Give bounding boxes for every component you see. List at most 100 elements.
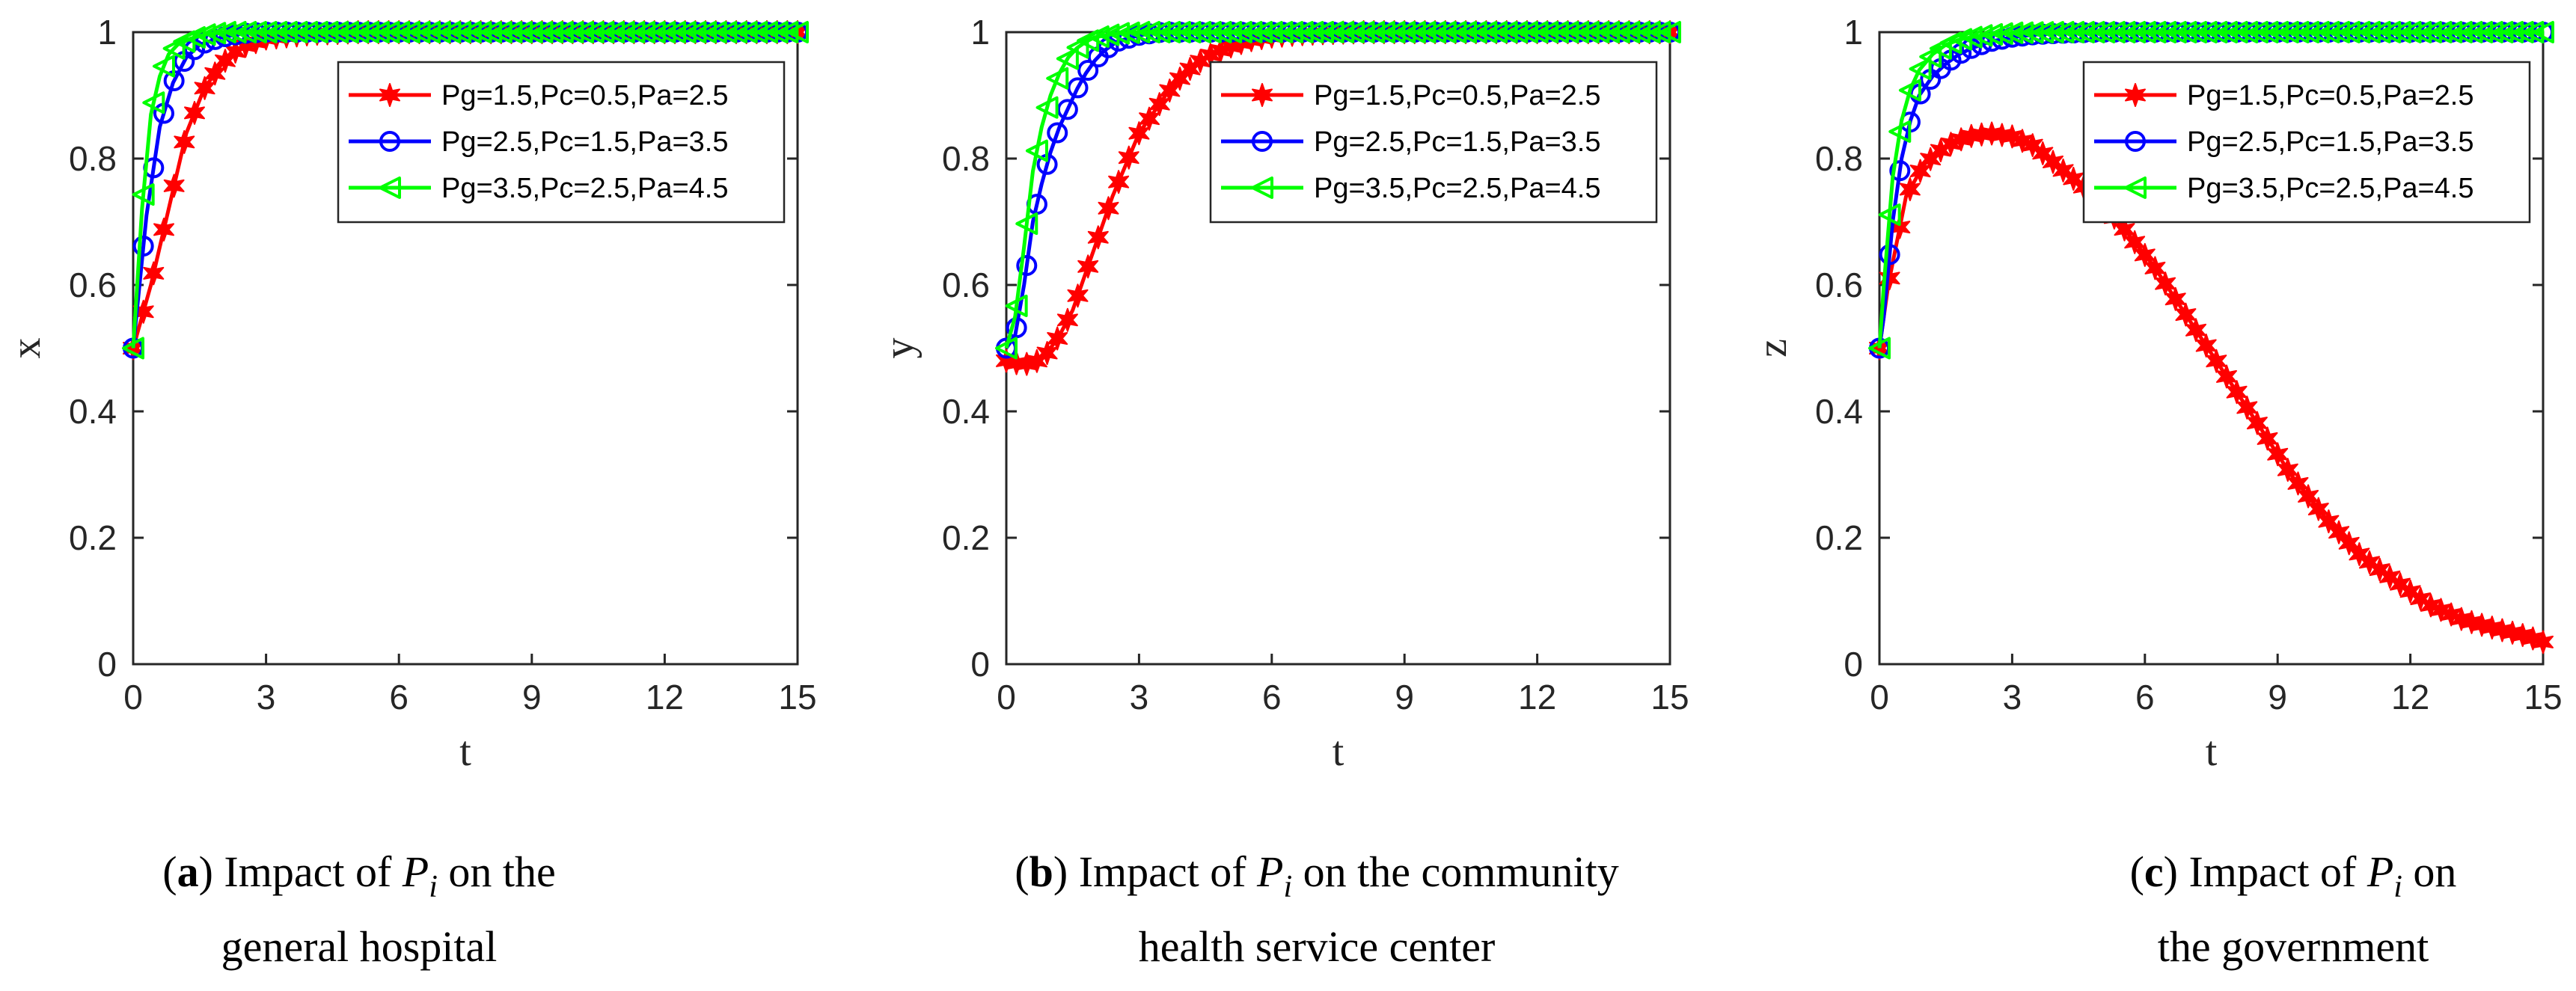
legend: Pg=1.5,Pc=0.5,Pa=2.5 Pg=2.5,Pc=1.5,Pa=3.5… xyxy=(337,61,786,224)
data-point xyxy=(1047,326,1068,351)
x-axis-title: t xyxy=(459,728,471,775)
x-tick-label: 15 xyxy=(778,678,816,717)
data-point xyxy=(143,261,165,286)
y-tick-label: 0.2 xyxy=(1815,518,1863,557)
x-axis-title: t xyxy=(2206,728,2218,775)
data-point xyxy=(1077,254,1099,279)
y-tick-label: 0 xyxy=(97,645,117,684)
x-tick-label: 6 xyxy=(389,678,409,717)
data-point xyxy=(1899,177,1921,201)
x-tick-label: 3 xyxy=(2003,678,2022,717)
legend-marker xyxy=(379,177,401,199)
data-point xyxy=(2206,349,2227,373)
y-tick-label: 0.4 xyxy=(1815,392,1863,431)
x-tick-label: 12 xyxy=(646,678,684,717)
data-point xyxy=(2226,380,2248,405)
y-axis-title: y xyxy=(876,338,923,359)
data-point xyxy=(1077,60,1099,82)
caption-line-2: health service center xyxy=(1139,922,1496,971)
legend: Pg=1.5,Pc=0.5,Pa=2.5 Pg=2.5,Pc=1.5,Pa=3.5… xyxy=(2082,61,2531,224)
data-point xyxy=(2533,630,2554,654)
x-tick-label: 12 xyxy=(1518,678,1556,717)
y-axis-title: z xyxy=(1749,339,1796,358)
chart-panel-3: 0 3 6 9 12 15 0 0.2 0.4 0.6 0.8 1 t z Pg=1.5,Pc=0.5,Pa… xyxy=(1749,13,2563,971)
x-tick-label: 12 xyxy=(2391,678,2429,717)
legend-marker xyxy=(2125,83,2146,107)
legend-label: Pg=2.5,Pc=1.5,Pa=3.5 xyxy=(441,126,728,158)
data-point xyxy=(163,174,185,198)
data-point xyxy=(1888,120,1912,143)
data-point xyxy=(786,21,809,43)
data-point xyxy=(1879,244,1900,266)
legend-label: Pg=1.5,Pc=0.5,Pa=2.5 xyxy=(441,80,728,111)
data-point xyxy=(1035,96,1059,119)
data-point xyxy=(2277,458,2298,482)
data-point xyxy=(2379,565,2401,589)
caption-line-1: (b) Impact of Pi on the community xyxy=(1015,847,1618,904)
caption-line-2: general hospital xyxy=(221,922,498,971)
legend-label: Pg=3.5,Pc=2.5,Pa=4.5 xyxy=(2187,173,2473,204)
data-point xyxy=(1107,22,1131,45)
data-point xyxy=(1980,22,2004,46)
y-axis-title: x xyxy=(3,338,49,359)
y-tick-label: 0.6 xyxy=(69,266,117,304)
data-point xyxy=(1959,25,1983,49)
y-tick-label: 0.4 xyxy=(942,392,990,431)
data-point xyxy=(1025,139,1048,162)
data-point xyxy=(2175,302,2197,327)
data-point xyxy=(1005,294,1028,317)
data-point xyxy=(1878,203,1901,227)
data-point xyxy=(152,55,175,78)
data-point xyxy=(2144,256,2166,280)
x-tick-label: 9 xyxy=(522,678,542,717)
x-tick-label: 15 xyxy=(1650,678,1689,717)
caption-line-1: (a) Impact of Pi on the xyxy=(162,847,555,904)
data-point xyxy=(2287,471,2309,496)
data-point xyxy=(1046,67,1069,90)
y-tick-label: 1 xyxy=(97,13,117,52)
data-point xyxy=(1118,145,1139,170)
legend-label: Pg=3.5,Pc=2.5,Pa=4.5 xyxy=(1314,173,1600,204)
data-point xyxy=(1016,255,1038,276)
data-point xyxy=(2043,150,2063,174)
data-point xyxy=(2410,586,2432,611)
data-point xyxy=(132,236,154,257)
x-tick-label: 0 xyxy=(123,678,143,717)
data-point xyxy=(162,37,186,60)
data-point xyxy=(1659,21,1681,43)
series-line-3 xyxy=(1877,30,2543,349)
legend-marker xyxy=(1252,83,1273,107)
chart-panel-1: 0 3 6 9 12 15 0 0.2 0.4 0.6 0.8 1 t x Pg=1.5,Pc=0.5,Pa… xyxy=(3,13,817,971)
data-point xyxy=(2298,484,2319,509)
data-point xyxy=(2369,557,2390,582)
data-point xyxy=(132,299,154,324)
data-point xyxy=(1047,122,1068,144)
data-point xyxy=(2052,158,2074,182)
data-point xyxy=(122,337,144,360)
data-point xyxy=(1868,337,1891,360)
data-point xyxy=(1067,77,1089,99)
legend-marker xyxy=(2124,177,2147,199)
y-tick-label: 0.4 xyxy=(69,392,117,431)
data-point xyxy=(995,337,1018,360)
y-tick-label: 0.6 xyxy=(942,266,990,304)
data-point xyxy=(1056,307,1078,332)
data-point xyxy=(1970,24,1993,47)
data-point xyxy=(1015,212,1038,236)
x-tick-label: 9 xyxy=(1395,678,1414,717)
y-tick-label: 0.2 xyxy=(942,518,990,557)
x-tick-label: 3 xyxy=(257,678,276,717)
y-tick-label: 1 xyxy=(1844,13,1863,52)
data-point xyxy=(2134,242,2156,267)
legend-marker xyxy=(379,83,400,107)
data-point xyxy=(1889,160,1911,182)
y-tick-label: 0.6 xyxy=(1815,266,1863,304)
data-point xyxy=(1909,58,1932,81)
data-point xyxy=(2328,520,2350,544)
data-point xyxy=(2307,497,2329,521)
data-point xyxy=(776,21,799,43)
legend-label: Pg=1.5,Pc=0.5,Pa=2.5 xyxy=(2187,80,2473,111)
data-point xyxy=(1066,36,1089,59)
legend-label: Pg=3.5,Pc=2.5,Pa=4.5 xyxy=(441,173,728,204)
data-point xyxy=(1086,25,1110,48)
